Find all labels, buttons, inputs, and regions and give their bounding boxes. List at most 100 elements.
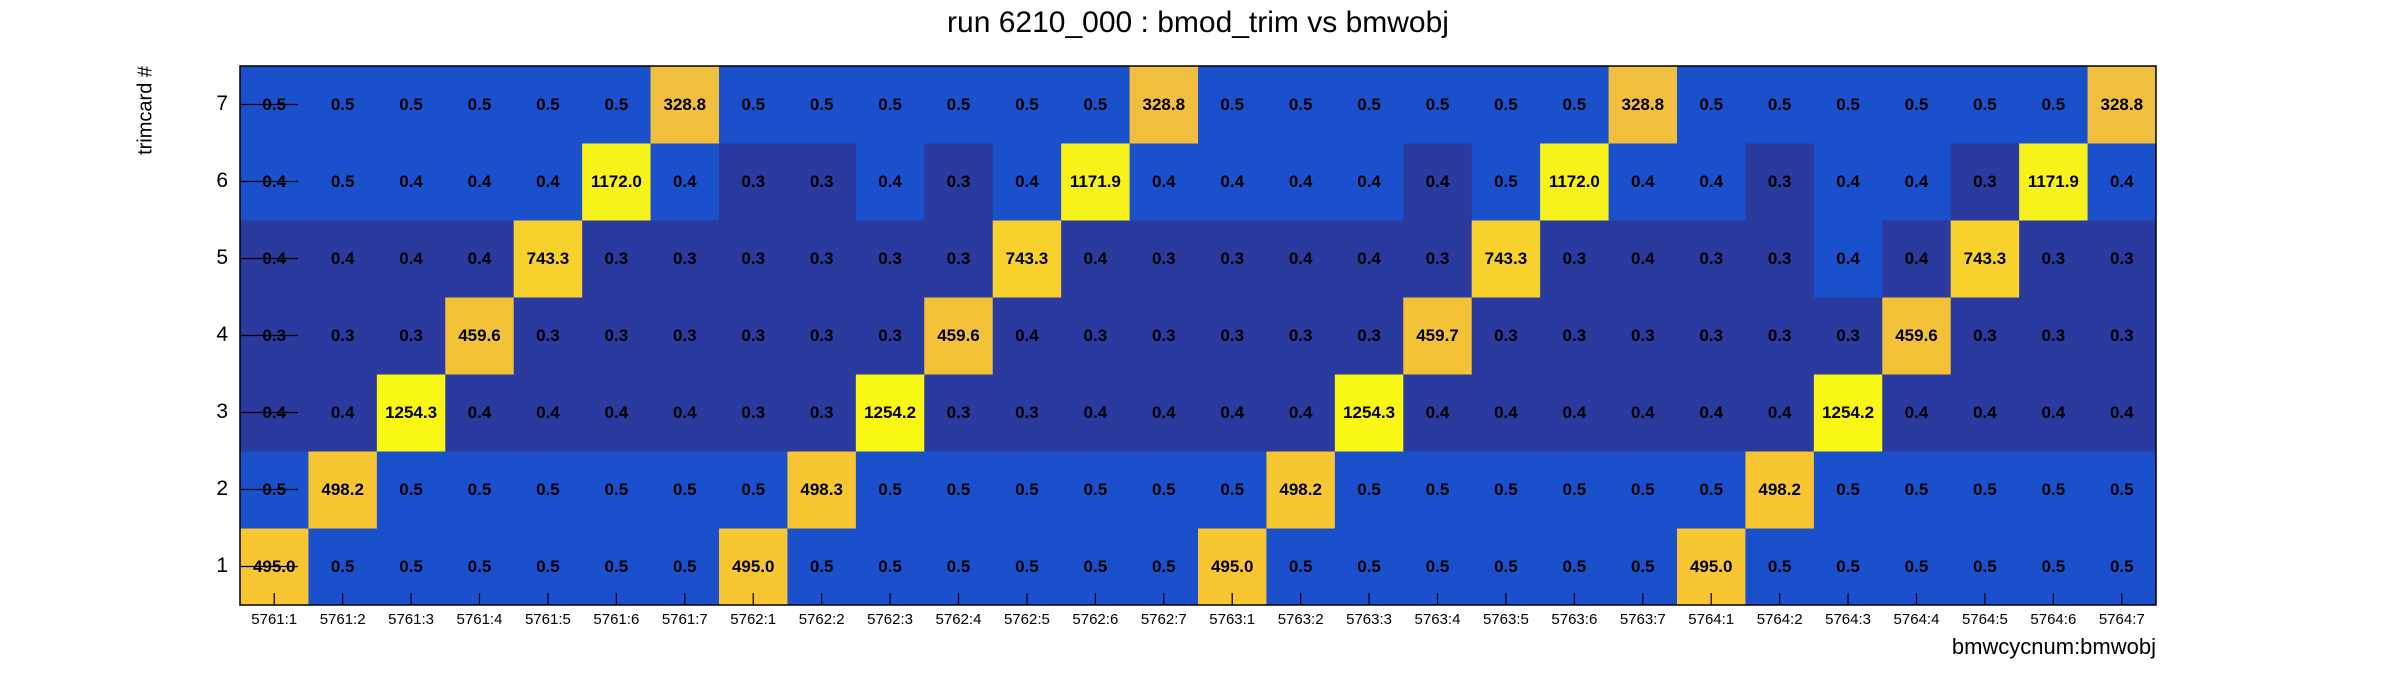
heatmap-cell xyxy=(1677,374,1746,452)
heatmap-cell xyxy=(1608,374,1678,452)
x-tick-label: 5763:3 xyxy=(1346,611,1392,628)
cell-label: 0.3 xyxy=(399,326,423,345)
heatmap-cell xyxy=(1266,528,1336,606)
cell-label: 0.5 xyxy=(741,480,765,499)
cell-label: 0.5 xyxy=(468,480,492,499)
cell-label: 0.4 xyxy=(1768,403,1792,422)
heatmap-cell xyxy=(1129,143,1199,221)
cell-label: 0.5 xyxy=(1220,95,1244,114)
heatmap-cell xyxy=(1403,528,1473,606)
cell-label: 0.4 xyxy=(1631,249,1655,268)
heatmap-cell xyxy=(992,66,1062,144)
cell-label: 0.3 xyxy=(2110,326,2134,345)
cell-label: 0.4 xyxy=(1699,172,1723,191)
cell-label: 0.3 xyxy=(536,326,560,345)
cell-label: 0.5 xyxy=(1084,480,1108,499)
cell-label: 0.5 xyxy=(331,172,355,191)
cell-label: 0.3 xyxy=(947,249,971,268)
heatmap-cell xyxy=(513,374,583,452)
heatmap-cell xyxy=(1882,66,1952,144)
cell-label: 459.6 xyxy=(458,326,501,345)
cell-label: 1254.3 xyxy=(385,403,437,422)
cell-label: 0.4 xyxy=(2110,403,2134,422)
cell-label: 0.4 xyxy=(1084,403,1108,422)
cell-label: 0.5 xyxy=(1905,557,1929,576)
heatmap-cell xyxy=(582,143,652,221)
heatmap-cell xyxy=(1471,374,1541,452)
heatmap-cell xyxy=(308,451,378,529)
cell-label: 743.3 xyxy=(1964,249,2007,268)
cell-label: 1254.3 xyxy=(1343,403,1395,422)
cell-label: 0.3 xyxy=(1494,326,1518,345)
heatmap-cell xyxy=(513,220,583,298)
cell-label: 0.4 xyxy=(673,172,697,191)
heatmap-cell xyxy=(376,66,446,144)
cell-label: 0.4 xyxy=(1426,403,1450,422)
heatmap-cell xyxy=(787,528,857,606)
cell-label: 743.3 xyxy=(1006,249,1049,268)
cell-label: 0.4 xyxy=(399,249,423,268)
cell-label: 498.2 xyxy=(1758,480,1801,499)
heatmap-cell xyxy=(1471,143,1541,221)
heatmap-cell xyxy=(1403,374,1473,452)
heatmap-cell xyxy=(1129,451,1199,529)
heatmap-cell xyxy=(1813,66,1883,144)
heatmap-cell xyxy=(1882,528,1952,606)
cell-label: 0.5 xyxy=(1494,557,1518,576)
cell-label: 0.5 xyxy=(399,95,423,114)
x-tick-label: 5764:2 xyxy=(1757,611,1803,628)
heatmap-cell xyxy=(787,297,857,375)
cell-label: 0.3 xyxy=(741,249,765,268)
cell-label: 0.3 xyxy=(1289,326,1313,345)
heatmap-cell xyxy=(376,220,446,298)
heatmap-cell xyxy=(924,374,994,452)
heatmap-cell xyxy=(1471,451,1541,529)
y-tick-label: 6 xyxy=(216,169,228,192)
heatmap-cell xyxy=(2087,451,2157,529)
heatmap-cell xyxy=(582,451,652,529)
heatmap-cell xyxy=(308,374,378,452)
x-tick-label: 5763:5 xyxy=(1483,611,1529,628)
cell-label: 0.3 xyxy=(2042,249,2066,268)
cell-label: 0.5 xyxy=(1494,172,1518,191)
cell-label: 0.3 xyxy=(1357,326,1381,345)
cell-label: 1171.9 xyxy=(2028,172,2079,191)
heatmap-cell xyxy=(2019,143,2089,221)
cell-label: 0.5 xyxy=(878,557,902,576)
cell-label: 0.5 xyxy=(1357,95,1381,114)
heatmap-cell xyxy=(1129,374,1199,452)
cell-label: 328.8 xyxy=(664,95,707,114)
heatmap-cell xyxy=(1677,451,1746,529)
heatmap-cell xyxy=(1540,220,1610,298)
cell-label: 495.0 xyxy=(1211,557,1254,576)
cell-label: 0.5 xyxy=(1699,480,1723,499)
heatmap-cell xyxy=(650,374,720,452)
cell-label: 1171.9 xyxy=(1070,172,1121,191)
cell-label: 0.5 xyxy=(2110,480,2134,499)
cell-label: 0.4 xyxy=(1289,403,1313,422)
heatmap-cell xyxy=(376,297,446,375)
heatmap-cell xyxy=(1813,143,1883,221)
cell-label: 0.5 xyxy=(1152,480,1176,499)
cell-label: 0.3 xyxy=(1015,403,1039,422)
cell-label: 0.3 xyxy=(1631,326,1655,345)
heatmap-cell xyxy=(1061,528,1131,606)
x-tick-label: 5761:4 xyxy=(457,611,503,628)
heatmap-cell xyxy=(924,451,994,529)
chart-title: run 6210_000 : bmod_trim vs bmwobj xyxy=(947,6,1449,39)
cell-label: 0.4 xyxy=(1905,249,1929,268)
x-tick-label: 5763:6 xyxy=(1551,611,1597,628)
y-tick-label: 4 xyxy=(216,323,228,346)
cell-label: 0.3 xyxy=(810,326,834,345)
heatmap-cell xyxy=(1061,143,1131,221)
heatmap-cell xyxy=(719,297,788,375)
cell-label: 0.5 xyxy=(1699,95,1723,114)
cell-label: 0.3 xyxy=(741,403,765,422)
heatmap-cell xyxy=(1677,297,1746,375)
heatmap-cell xyxy=(787,220,857,298)
heatmap-cell xyxy=(1813,220,1883,298)
heatmap-cell xyxy=(582,297,652,375)
heatmap-cell xyxy=(1334,374,1404,452)
heatmap-cell xyxy=(1129,297,1199,375)
cell-label: 0.5 xyxy=(536,480,560,499)
